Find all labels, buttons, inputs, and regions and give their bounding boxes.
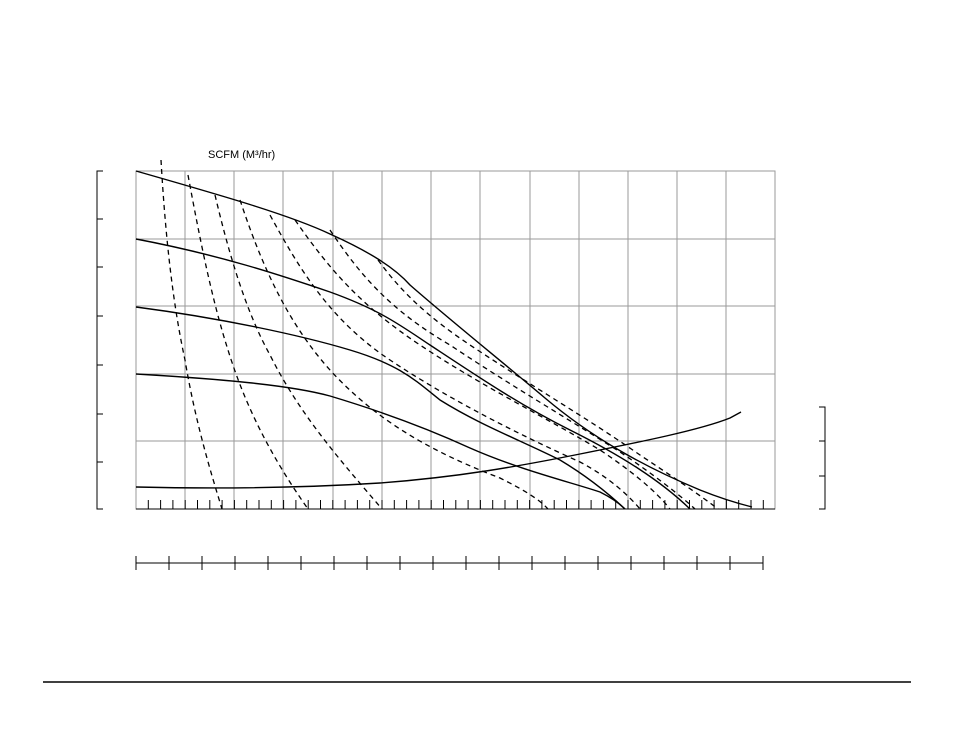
right-axis xyxy=(819,406,826,510)
flow-curves xyxy=(160,159,719,510)
bottom-axis xyxy=(135,556,764,570)
axis-caption: SCFM (M³/hr) xyxy=(208,149,275,161)
left-axis xyxy=(96,170,103,510)
minor-ticks xyxy=(147,500,764,509)
pressure-curves xyxy=(135,170,753,510)
grid xyxy=(135,170,776,510)
